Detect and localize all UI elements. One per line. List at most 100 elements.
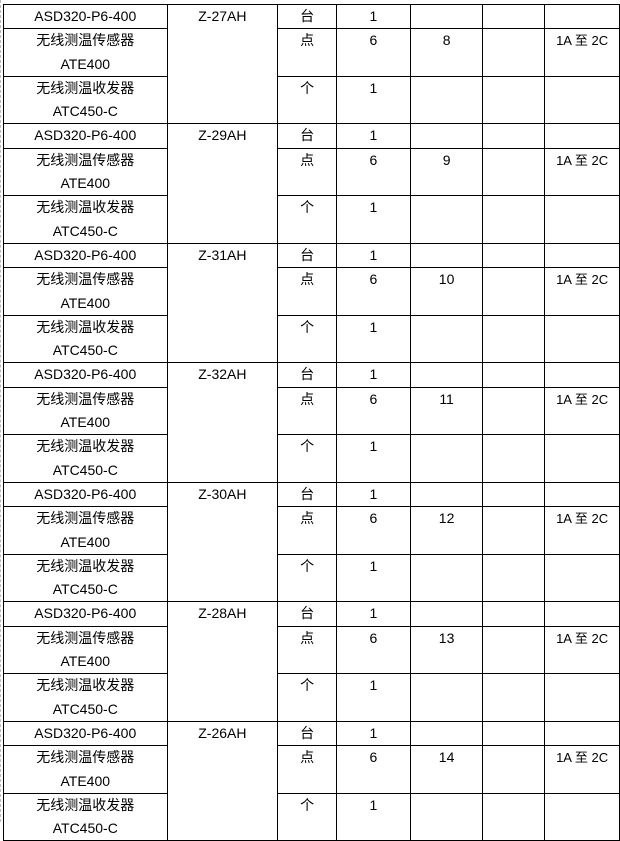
qty-cell: 6 [336,147,411,197]
empty-cell [409,434,484,483]
unit-cell: 个 [277,75,337,125]
empty-cell [482,673,546,722]
empty-cell [409,792,484,841]
sensor-name-line1: 无线测温传感器 [36,629,135,646]
table-row-transceiver: 无线测温收发器 ATC450-C 个 1 [3,553,620,603]
table-row-device: ASD320-P6-400 Z-26AH 台 1 [3,720,620,841]
empty-cell [409,553,484,603]
unit-cell: 个 [277,434,337,483]
empty-cell [482,314,546,364]
transceiver-name-line2: ATC450-C [52,222,118,239]
qty-cell: 6 [336,267,411,316]
unit-cell: 台 [277,601,337,627]
sensor-name-cell: 无线测温传感器 ATE400 [3,745,168,794]
transceiver-name-cell: 无线测温收发器 ATC450-C [3,553,168,603]
transceiver-name-cell: 无线测温收发器 ATC450-C [3,314,168,364]
empty-cell [482,195,546,244]
qty-cell: 1 [336,3,411,30]
empty-cell [482,720,546,747]
device-name-cell: ASD320-P6-400 [3,123,168,149]
transceiver-name-cell: 无线测温收发器 ATC450-C [3,434,168,483]
empty-cell [482,362,546,388]
unit-number-cell: 12 [409,506,484,555]
empty-cell [409,673,484,722]
sensor-name-cell: 无线测温传感器 ATE400 [3,147,168,197]
device-name-cell: ASD320-P6-400 [3,242,168,269]
qty-cell: 1 [336,362,411,388]
empty-cell [482,792,546,841]
empty-cell [409,123,484,149]
unit-cell: 台 [277,242,337,269]
table-row-sensor: 无线测温传感器 ATE400 点 6 13 1A 至 2C [3,625,620,675]
sensor-name-cell: 无线测温传感器 ATE400 [3,28,168,77]
empty-cell [544,123,620,149]
table-row-transceiver: 无线测温收发器 ATC450-C 个 1 [3,673,620,722]
unit-cell: 台 [277,123,337,149]
empty-cell [544,720,620,747]
qty-cell: 1 [336,434,411,483]
model-cell: Z-29AH [166,123,279,244]
empty-cell [544,553,620,603]
sensor-name-cell: 无线测温传感器 ATE400 [3,386,168,436]
unit-cell: 台 [277,481,337,508]
model-cell: Z-32AH [166,362,279,483]
empty-cell [544,792,620,841]
device-name-cell: ASD320-P6-400 [3,3,168,30]
qty-cell: 6 [336,506,411,555]
unit-cell: 点 [277,625,337,675]
unit-cell: 个 [277,195,337,244]
transceiver-name-line1: 无线测温收发器 [36,79,135,96]
empty-cell [482,506,546,555]
table-row-sensor: 无线测温传感器 ATE400 点 6 14 1A 至 2C [3,745,620,794]
empty-cell [544,3,620,30]
qty-cell: 6 [336,625,411,675]
empty-cell [544,362,620,388]
range-cell: 1A 至 2C [544,147,620,197]
unit-number-cell: 13 [409,625,484,675]
qty-cell: 6 [336,28,411,77]
sensor-name-line2: ATE400 [60,772,111,789]
sensor-name-line1: 无线测温传感器 [36,749,135,766]
range-cell: 1A 至 2C [544,745,620,794]
qty-cell: 6 [336,745,411,794]
model-cell: Z-28AH [166,601,279,722]
unit-number-cell: 11 [409,386,484,436]
qty-cell: 6 [336,386,411,436]
empty-cell [482,123,546,149]
qty-cell: 1 [336,553,411,603]
sensor-name-line2: ATE400 [60,175,111,192]
empty-cell [409,314,484,364]
range-cell: 1A 至 2C [544,28,620,77]
table-row-device: ASD320-P6-400 Z-28AH 台 1 [3,601,620,722]
unit-cell: 个 [277,553,337,603]
empty-cell [409,720,484,747]
sensor-name-line1: 无线测温传感器 [36,390,135,407]
empty-cell [482,75,546,125]
empty-cell [482,625,546,675]
transceiver-name-line2: ATC450-C [52,461,118,478]
empty-cell [544,434,620,483]
equipment-table: ASD320-P6-400 Z-27AH 台 1 无线测温传感器 ATE400 点… [3,3,620,841]
table-row-sensor: 无线测温传感器 ATE400 点 6 9 1A 至 2C [3,147,620,197]
empty-cell [482,3,546,30]
range-cell: 1A 至 2C [544,625,620,675]
sensor-name-line2: ATE400 [60,653,111,670]
transceiver-name-cell: 无线测温收发器 ATC450-C [3,75,168,125]
model-cell: Z-26AH [166,720,279,841]
empty-cell [482,553,546,603]
range-cell: 1A 至 2C [544,506,620,555]
model-cell: Z-27AH [166,3,279,125]
table-row-transceiver: 无线测温收发器 ATC450-C 个 1 [3,195,620,244]
transceiver-name-line1: 无线测温收发器 [36,677,135,694]
qty-cell: 1 [336,601,411,627]
transceiver-name-cell: 无线测温收发器 ATC450-C [3,195,168,244]
qty-cell: 1 [336,123,411,149]
sensor-name-cell: 无线测温传感器 ATE400 [3,267,168,316]
qty-cell: 1 [336,673,411,722]
unit-number-cell: 10 [409,267,484,316]
sensor-name-cell: 无线测温传感器 ATE400 [3,506,168,555]
unit-cell: 点 [277,506,337,555]
empty-cell [409,75,484,125]
empty-cell [482,481,546,508]
transceiver-name-line2: ATC450-C [52,342,118,359]
